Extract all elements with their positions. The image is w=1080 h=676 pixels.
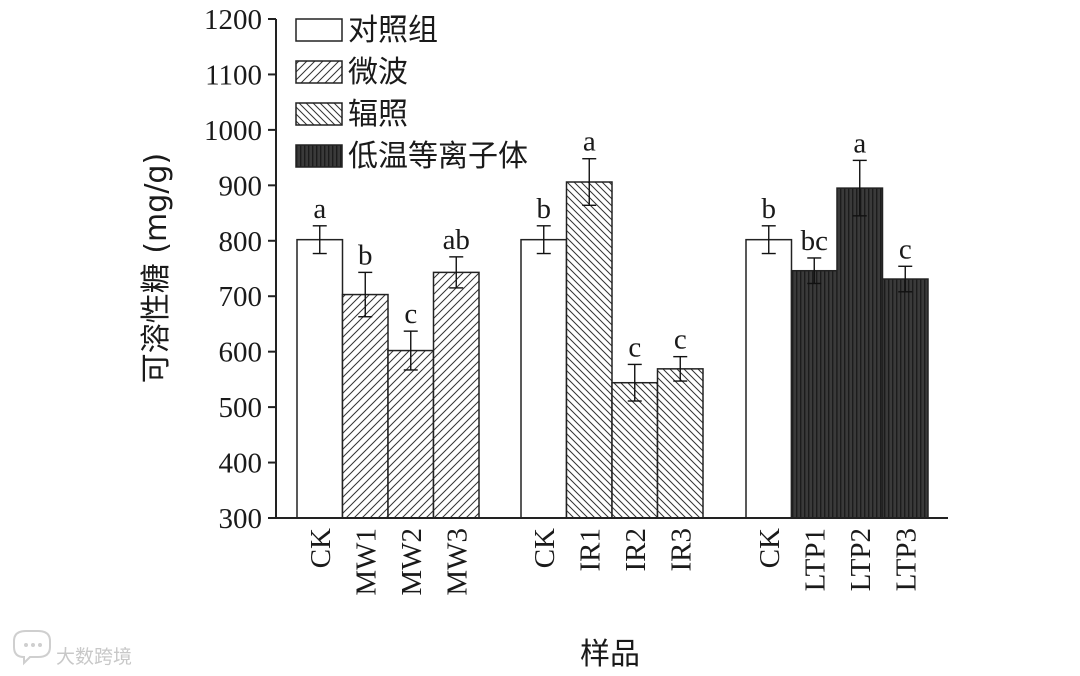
error-bar — [807, 257, 822, 285]
y-tick-label: 1100 — [205, 59, 262, 91]
bar-ltp2 — [836, 187, 884, 519]
y-tick-label: 300 — [219, 503, 263, 535]
significance-letter: a — [313, 193, 326, 225]
x-tick-label: IR2 — [620, 528, 652, 572]
x-axis-title: 样品 — [580, 637, 640, 672]
legend-swatch — [295, 18, 343, 42]
legend-entry-microwave: 微波 — [295, 55, 408, 90]
significance-letter: c — [404, 298, 417, 330]
y-tick-label: 400 — [219, 448, 263, 480]
legend-entry-control: 对照组 — [295, 13, 438, 48]
significance-letter: b — [762, 193, 777, 225]
x-tick-label: CK — [529, 528, 561, 568]
bar-mw2 — [387, 349, 435, 519]
significance-letter: a — [853, 127, 866, 159]
bar-ltp3 — [881, 278, 929, 519]
bar-ck — [520, 238, 568, 519]
bar-ltp1 — [790, 269, 838, 519]
bar-mw1 — [341, 293, 389, 519]
x-tick-label: CK — [305, 528, 337, 568]
error-bar — [403, 330, 418, 371]
speech-bubble-logo-icon — [13, 630, 51, 666]
legend-label: 微波 — [348, 55, 408, 90]
significance-letter: c — [899, 233, 912, 265]
significance-letter: c — [674, 324, 687, 356]
x-tick-label: LTP2 — [845, 528, 877, 591]
significance-letter: c — [628, 331, 641, 363]
significance-letter: a — [583, 126, 596, 158]
axes — [275, 19, 948, 519]
x-tick-label: MW3 — [441, 528, 473, 596]
legend-label: 低温等离子体 — [348, 139, 528, 174]
bars: a CK b MW1 c MW2 ab MW3 b CK a IR1 c IR2 c IR3 b CK bc LTP1… — [296, 126, 929, 596]
legend-swatch — [295, 144, 343, 168]
legend-entry-irradiation: 辐照 — [295, 97, 408, 132]
error-bar — [358, 271, 373, 318]
bar-ck — [296, 238, 344, 519]
error-bar — [852, 159, 867, 217]
significance-letter: b — [537, 193, 552, 225]
error-bar — [627, 363, 642, 402]
y-tick-label: 1200 — [204, 4, 262, 36]
y-axis-title: 可溶性糖 (mg/g) — [139, 153, 174, 383]
significance-letter: bc — [801, 225, 828, 257]
y-tick-label: 700 — [219, 281, 263, 313]
error-bar — [449, 256, 464, 289]
y-tick-label: 1000 — [204, 115, 262, 147]
significance-letter: ab — [443, 224, 470, 256]
legend-swatch — [295, 102, 343, 126]
error-bar — [898, 265, 913, 293]
legend-entry-plasma: 低温等离子体 — [295, 139, 528, 174]
legend-label: 对照组 — [348, 13, 438, 48]
bar-ir1 — [565, 181, 613, 519]
error-bar — [536, 225, 551, 255]
watermark: 大数跨境 — [13, 630, 132, 668]
x-tick-label: CK — [754, 528, 786, 568]
x-tick-label: LTP3 — [890, 528, 922, 591]
bar-mw3 — [432, 271, 480, 519]
x-tick-label: LTP1 — [799, 528, 831, 591]
x-tick-label: MW2 — [396, 528, 428, 596]
bar-ir3 — [656, 368, 704, 519]
watermark-text: 大数跨境 — [56, 646, 132, 668]
legend-label: 辐照 — [348, 97, 408, 132]
error-bar — [673, 355, 688, 382]
y-tick-label: 600 — [219, 337, 263, 369]
error-bar — [582, 158, 597, 206]
x-tick-label: MW1 — [350, 528, 382, 596]
error-bar — [312, 225, 327, 255]
x-tick-label: IR1 — [574, 528, 606, 572]
bar-ir2 — [611, 381, 659, 519]
significance-letter: b — [358, 239, 373, 271]
y-tick-label: 500 — [219, 392, 263, 424]
legend-swatch — [295, 60, 343, 84]
bar-ck — [745, 238, 793, 519]
y-axis-ticks: 300 400 500 600 700 800 900 1000 1100 1200 — [204, 4, 276, 535]
y-tick-label: 800 — [219, 226, 263, 258]
error-bar — [761, 225, 776, 255]
y-tick-label: 900 — [219, 170, 263, 202]
x-tick-label: IR3 — [665, 528, 697, 572]
